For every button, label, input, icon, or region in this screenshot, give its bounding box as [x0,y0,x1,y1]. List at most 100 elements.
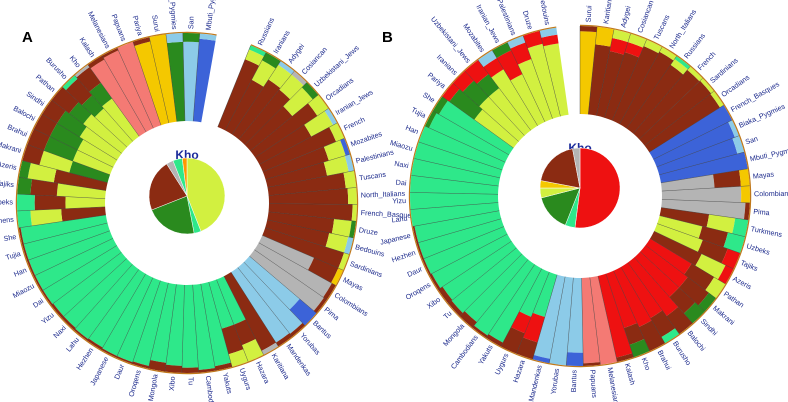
population-label: Cambodians [204,375,218,402]
ancestry-component [241,339,264,362]
population-label: Dai [395,178,407,188]
population-wedge [224,52,281,135]
ancestry-component [510,74,545,126]
ancestry-component [102,47,119,58]
population-separator [132,41,162,126]
ancestry-component [442,83,460,102]
population-separator [231,60,281,135]
ancestry-component [183,41,200,122]
ancestry-component [517,59,553,122]
population-label: Sindhi [25,89,47,108]
ancestry-component [23,222,110,260]
population-separator [22,222,108,245]
ancestry-component [17,194,35,211]
population-label: Daur [406,264,424,279]
population-separator [238,70,295,140]
ancestry-component [231,267,290,343]
ancestry-component [491,69,538,131]
population-wedge [438,241,517,304]
population-separator [17,193,106,199]
population-wedge [566,277,584,367]
population-wedge [422,226,508,276]
population-separator [268,203,357,205]
ancestry-component [739,168,750,187]
population-wedge [132,280,169,369]
ancestry-component [340,138,350,156]
population-wedge [626,55,691,134]
population-wedge [605,270,650,358]
ancestry-component [619,51,674,129]
population-wedge [589,275,618,365]
ancestry-component [313,297,327,314]
ancestry-component [217,59,260,131]
population-wedge [659,207,749,237]
population-label: Hazara [254,360,272,385]
ancestry-component [259,127,337,172]
ancestry-component [697,239,728,264]
population-wedge [62,75,133,148]
population-wedge [632,66,703,140]
population-wedge [424,110,510,163]
population-label: Mbuti_Pygmies [204,0,219,31]
ancestry-component [262,227,345,269]
population-wedge [149,34,177,124]
population-label: Bantus [569,369,579,392]
population-label: Mayas [341,275,364,293]
population-wedge [231,60,295,140]
population-label: Pariya [131,14,145,36]
population-label: Balochi [686,329,708,353]
ancestry-component [634,251,680,297]
ancestry-component [438,286,453,304]
ancestry-component [250,103,318,158]
population-label: Tajiks [739,258,759,273]
population-wedge [472,259,535,338]
ancestry-component [418,218,504,259]
ancestry-component [94,108,133,148]
population-separator [507,42,546,122]
population-wedge [477,50,538,131]
admixture-ring [15,31,359,375]
population-separator [660,168,748,184]
population-separator [516,271,550,354]
population-separator [532,274,558,360]
ancestry-component [132,361,149,369]
population-wedge [18,214,108,245]
ancestry-component [666,306,693,334]
ancestry-component [254,242,332,298]
ancestry-component [567,277,584,353]
ancestry-component [22,144,44,166]
ancestry-component [18,227,24,245]
population-wedge [259,122,345,172]
population-label: Burusho [44,55,69,80]
population-label: Russians [256,16,277,47]
ancestry-component [308,257,339,283]
population-separator [581,277,584,366]
population-separator [485,264,535,338]
population-label: Bedouins [538,0,553,26]
population-label: Tu [441,309,453,321]
population-wedge [597,273,634,362]
population-wedge [644,91,724,153]
ancestry-component [87,338,103,350]
ancestry-component [221,324,244,355]
population-separator [255,108,329,158]
ancestry-component [679,277,709,306]
ancestry-component [580,25,598,33]
population-wedge [516,272,558,360]
population-wedge [653,119,739,167]
population-label: Tuscans [652,13,672,41]
population-separator [18,177,106,191]
population-wedge [116,277,161,364]
ancestry-component [181,367,199,373]
ancestry-component [613,267,652,327]
population-wedge [216,276,264,362]
ancestry-component [597,273,633,358]
population-separator [87,64,140,137]
population-wedge [164,284,185,373]
population-separator [416,218,502,244]
population-label: Balochi [12,104,37,123]
population-wedge [459,253,529,328]
ancestry-component [57,110,87,138]
population-label: Xibo [425,295,442,311]
ancestry-component [323,140,346,161]
